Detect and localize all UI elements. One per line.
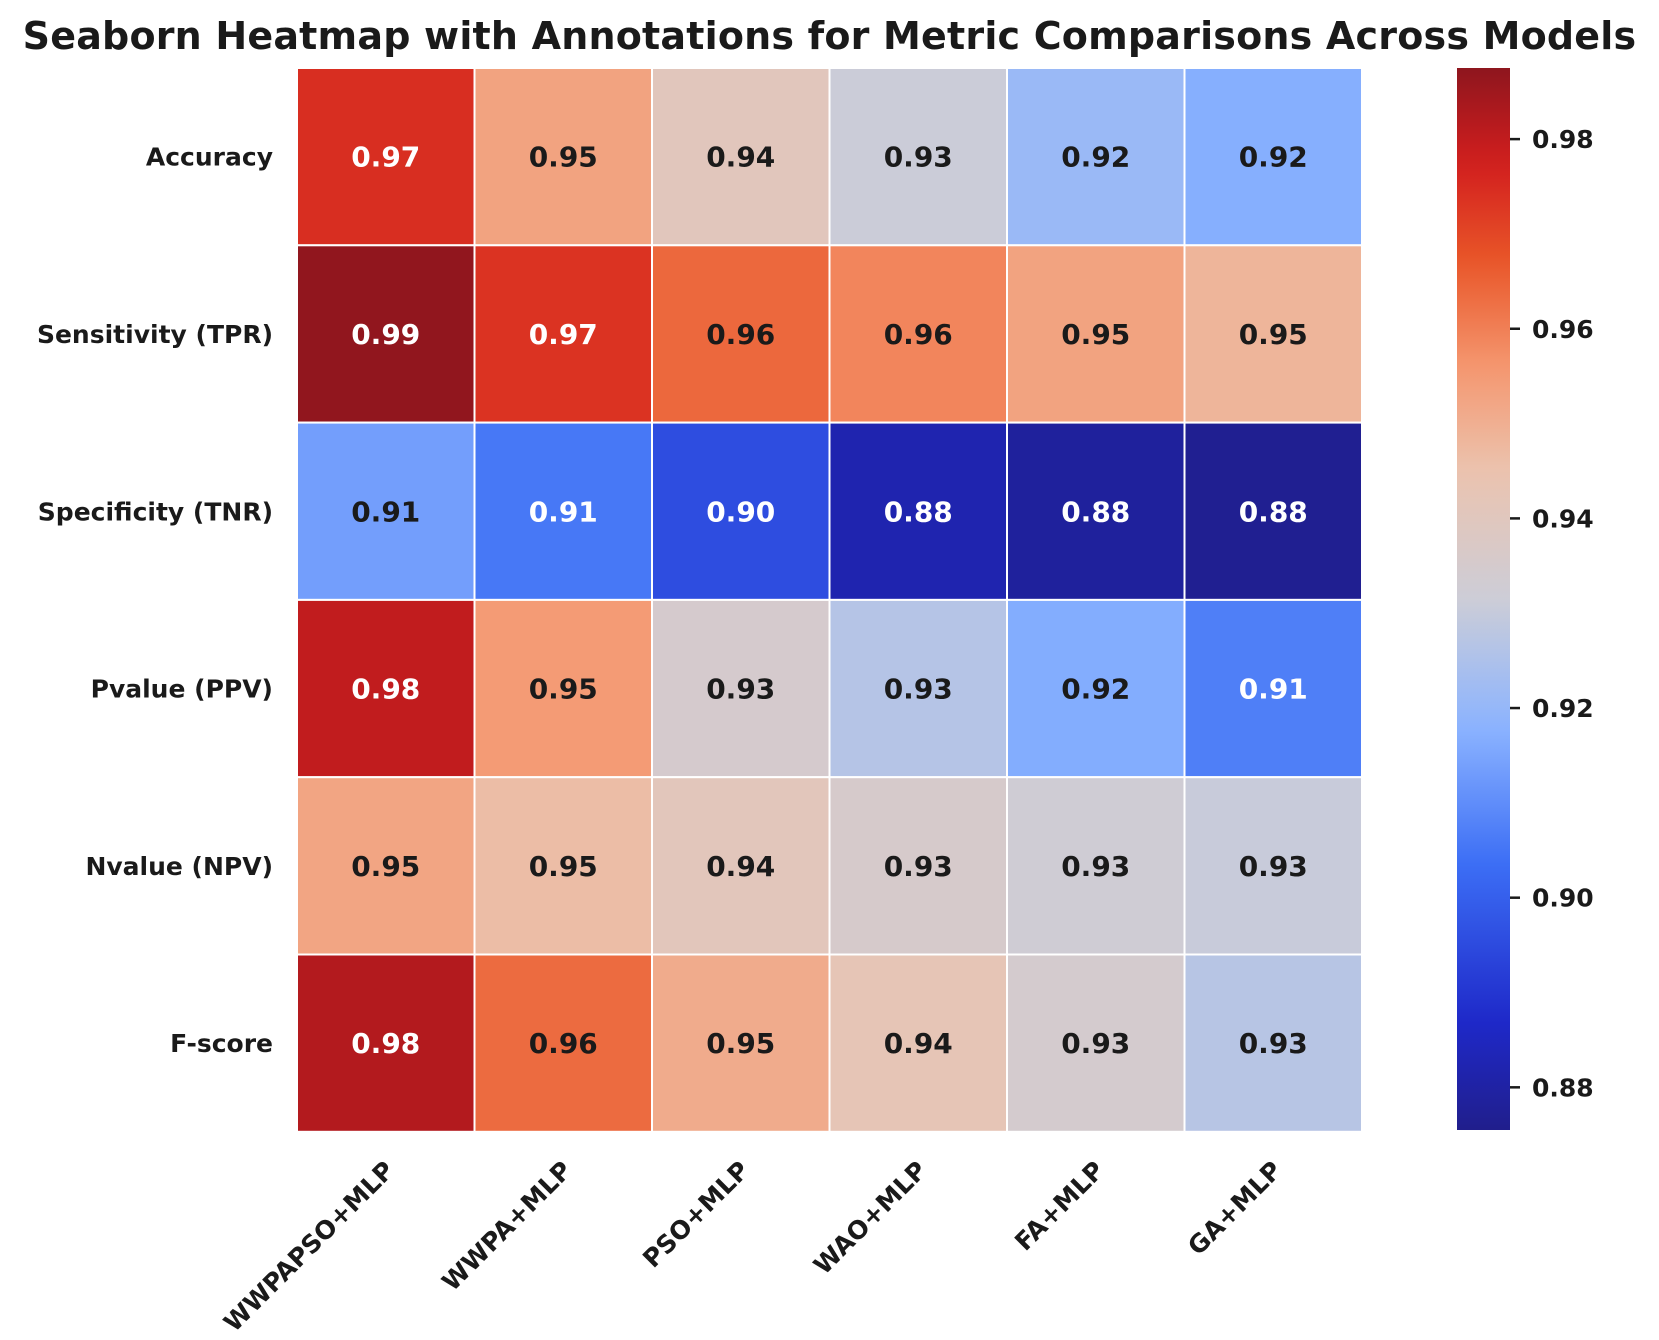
colorbar-tick-label: 0.90 [1532, 884, 1594, 913]
cell-annotation: 0.96 [529, 1027, 598, 1060]
heatmap-cell [828, 421, 1008, 601]
cell-annotation: 0.95 [529, 673, 598, 706]
heatmap-cell [1183, 776, 1363, 956]
cell-annotation: 0.92 [1239, 141, 1308, 174]
cell-annotation: 0.93 [706, 673, 775, 706]
heatmap-cell [1183, 244, 1363, 424]
cell-annotation: 0.93 [884, 673, 953, 706]
heatmap-cell [473, 598, 653, 779]
heatmap-annotations: 0.97 0.95 0.94 0.93 0.92 0.92 0.99 0.97 0.96 0.96… [351, 141, 1308, 1061]
column-label: WWPAPSO+MLP [218, 1156, 400, 1338]
row-label: F-score [170, 1029, 273, 1058]
cell-annotation: 0.98 [351, 673, 420, 706]
cell-annotation: 0.91 [529, 495, 598, 528]
cell-annotation: 0.99 [351, 318, 420, 351]
heatmap-cell [651, 421, 831, 601]
heatmap-cell [651, 244, 831, 424]
cell-annotation: 0.93 [1061, 1027, 1130, 1060]
cell-annotation: 0.98 [351, 1027, 420, 1060]
cell-annotation: 0.94 [884, 1027, 953, 1060]
cell-annotation: 0.96 [884, 318, 953, 351]
heatmap-cell [1006, 421, 1186, 601]
heatmap-cell [1183, 953, 1363, 1133]
heatmap-cell [1006, 776, 1186, 956]
cell-annotation: 0.93 [1061, 850, 1130, 883]
cell-annotation: 0.94 [706, 141, 775, 174]
colorbar-tick-label: 0.98 [1532, 125, 1594, 154]
column-label: FA+MLP [1009, 1156, 1110, 1257]
cell-annotation: 0.91 [1239, 673, 1308, 706]
colorbar-tick-label: 0.92 [1532, 694, 1594, 723]
column-label: PSO+MLP [637, 1156, 755, 1274]
row-label: Specificity (TNR) [38, 497, 273, 526]
row-label: Nvalue (NPV) [85, 852, 273, 881]
row-label: Sensitivity (TPR) [37, 320, 273, 349]
row-label: Pvalue (PPV) [91, 675, 273, 704]
cell-annotation: 0.92 [1061, 141, 1130, 174]
heatmap-cell [651, 598, 831, 779]
cell-annotation: 0.94 [706, 850, 775, 883]
heatmap-cell [473, 244, 653, 424]
row-label: Accuracy [146, 143, 273, 172]
cell-annotation: 0.97 [529, 318, 598, 351]
heatmap-cell [1183, 421, 1363, 601]
cell-annotation: 0.95 [529, 850, 598, 883]
heatmap-cell [296, 67, 476, 247]
heatmap-cell [828, 953, 1008, 1133]
heatmap-cell [296, 776, 476, 956]
cell-annotation: 0.95 [1061, 318, 1130, 351]
cell-annotation: 0.88 [1239, 495, 1308, 528]
cell-annotation: 0.96 [706, 318, 775, 351]
column-labels: WWPAPSO+MLP WWPA+MLP PSO+MLP WAO+MLP FA+MLP G… [218, 1156, 1287, 1338]
chart-title: Seaborn Heatmap with Annotations for Met… [22, 14, 1637, 58]
cell-annotation: 0.92 [1061, 673, 1130, 706]
cell-annotation: 0.88 [1061, 495, 1130, 528]
heatmap-cell [1006, 598, 1186, 779]
cell-annotation: 0.95 [529, 141, 598, 174]
cell-annotation: 0.97 [351, 141, 420, 174]
column-label: GA+MLP [1182, 1156, 1287, 1261]
heatmap-cell [1183, 598, 1363, 779]
heatmap-cell [651, 67, 831, 247]
heatmap-cell [828, 244, 1008, 424]
cell-annotation: 0.88 [884, 495, 953, 528]
heatmap-cell [651, 953, 831, 1133]
heatmap-cell [473, 421, 653, 601]
colorbar-gradient [1457, 68, 1510, 1130]
colorbar: 0.88 0.90 0.92 0.94 0.96 0.98 [1457, 68, 1594, 1130]
cell-annotation: 0.93 [1239, 850, 1308, 883]
heatmap-cell [296, 244, 476, 424]
cell-annotation: 0.93 [1239, 1027, 1308, 1060]
heatmap-cell [828, 598, 1008, 779]
heatmap-cell [296, 421, 476, 601]
heatmap-cell [828, 67, 1008, 247]
heatmap-cell [296, 953, 476, 1133]
heatmap-cell [296, 598, 476, 779]
cell-annotation: 0.95 [1239, 318, 1308, 351]
row-labels: Accuracy Sensitivity (TPR) Specificity (TN… [37, 143, 273, 1059]
heatmap-cell [473, 67, 653, 247]
colorbar-tick-label: 0.96 [1532, 315, 1594, 344]
colorbar-tick-label: 0.88 [1532, 1073, 1594, 1102]
column-label: WWPA+MLP [436, 1156, 577, 1297]
cell-annotation: 0.95 [706, 1027, 775, 1060]
cell-annotation: 0.91 [351, 495, 420, 528]
heatmap-cell [1006, 953, 1186, 1133]
cell-annotation: 0.90 [706, 495, 775, 528]
heatmap-cell [473, 776, 653, 956]
cell-annotation: 0.95 [351, 850, 420, 883]
column-label: WAO+MLP [808, 1156, 933, 1281]
colorbar-tick-label: 0.94 [1532, 504, 1594, 533]
cell-annotation: 0.93 [884, 850, 953, 883]
heatmap-cells [296, 67, 1363, 1133]
cell-annotation: 0.93 [884, 141, 953, 174]
